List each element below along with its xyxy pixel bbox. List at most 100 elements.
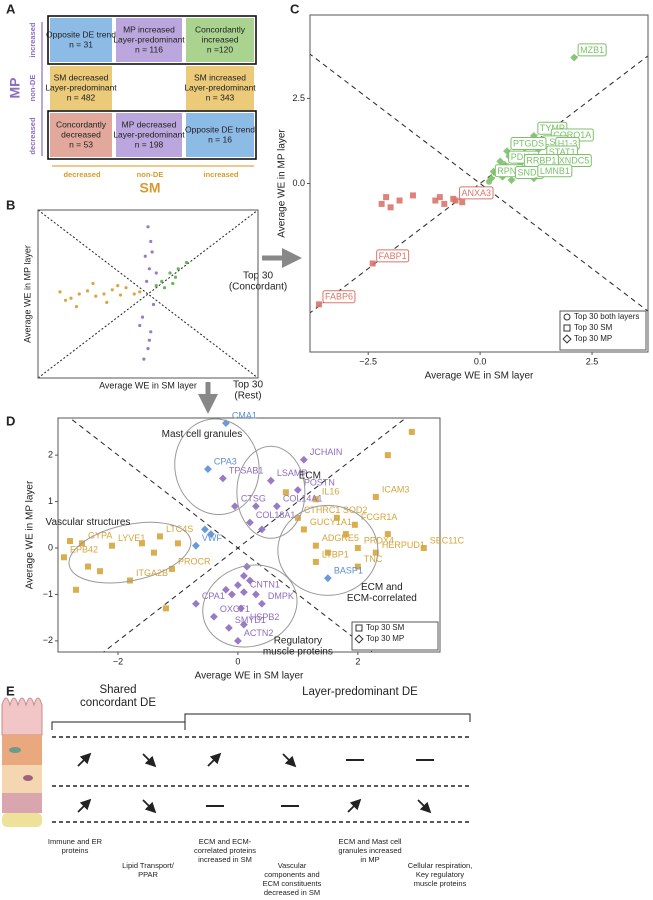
caption: Immune and ER	[48, 837, 103, 846]
y-axis-title: Average WE in MP layer	[22, 245, 32, 343]
legend-marker	[354, 634, 364, 644]
annotation: muscle proteins	[263, 646, 333, 657]
point-label: GYPA	[88, 531, 112, 541]
legend-box	[351, 621, 439, 651]
cell-text: increased	[202, 34, 239, 44]
cell-text: Layer-predominant	[184, 82, 256, 92]
point-label: ACTN2	[244, 628, 274, 638]
point	[312, 558, 319, 565]
section-header: Shared	[99, 684, 136, 696]
cell-text: n = 16	[208, 134, 232, 144]
point-label: ADGRE5	[322, 533, 359, 543]
caption: Key regulatory	[416, 870, 465, 879]
point	[149, 239, 153, 244]
point	[66, 538, 73, 545]
leader	[506, 149, 512, 152]
caption: PPAR	[138, 870, 158, 879]
point-label: MZB1	[580, 45, 604, 55]
section-header: Layer-predominant DE	[302, 686, 418, 698]
y-tick-label: 1	[48, 496, 53, 506]
point	[210, 612, 218, 621]
point	[240, 588, 248, 597]
plot-frame	[37, 209, 259, 379]
panel-label: B	[6, 197, 15, 212]
caption: granules increased	[338, 846, 401, 855]
point	[245, 576, 254, 585]
point-label: PROCR	[178, 556, 211, 566]
cell-text: Concordantly	[195, 24, 246, 34]
point-label: JCHAIN	[310, 447, 343, 457]
caption: Cellular respiration,	[408, 861, 473, 870]
point	[372, 493, 379, 500]
trend-arrow	[77, 752, 92, 767]
point	[91, 281, 95, 286]
point	[441, 200, 448, 207]
cell-text: MP decreased	[122, 119, 177, 129]
point-label: SEC11C	[430, 535, 465, 545]
point	[354, 545, 361, 551]
point	[257, 599, 266, 608]
point	[272, 502, 281, 511]
point-label: ITGA2B	[136, 568, 168, 578]
trend-arrow	[142, 799, 157, 814]
point	[243, 562, 251, 571]
point	[138, 290, 142, 294]
point-label: LMNB1	[540, 166, 570, 176]
panel-label: E	[6, 683, 15, 698]
point	[312, 542, 319, 549]
point-label: COL14A1	[283, 494, 323, 504]
point	[184, 260, 189, 265]
y-tick-label: 0.0	[292, 178, 305, 188]
point	[251, 502, 260, 511]
point-label: PDIA6	[511, 152, 537, 162]
point	[94, 294, 98, 298]
point-label: CTHRC1	[304, 505, 341, 515]
point	[140, 315, 145, 319]
point	[294, 514, 301, 521]
flow-label: (Rest)	[234, 391, 261, 402]
point	[201, 525, 209, 534]
point-label: LYVE1	[118, 533, 145, 543]
point	[312, 496, 319, 503]
point	[237, 604, 245, 613]
legend-marker	[563, 313, 571, 321]
point	[171, 281, 175, 286]
cell-text: Opposite DE trend	[46, 29, 116, 39]
diagonal	[310, 53, 648, 312]
axis-label: increased	[28, 22, 37, 57]
grid-cell	[186, 66, 254, 110]
legend-label: Top 30 MP	[574, 334, 612, 343]
point	[142, 357, 146, 361]
point	[146, 225, 150, 229]
grid-cell	[186, 113, 254, 157]
leader	[533, 133, 538, 137]
point-label: TXNDC5	[553, 156, 589, 166]
grid-cell	[50, 18, 112, 62]
point	[192, 599, 200, 608]
point	[323, 574, 332, 583]
panel-label: A	[6, 1, 16, 16]
point	[432, 197, 439, 204]
point-label: DMPK	[268, 591, 294, 601]
point-label: CPA3	[214, 456, 237, 466]
point	[108, 542, 115, 549]
label-box	[577, 43, 607, 57]
point-label: FABP6	[325, 292, 353, 302]
point	[486, 178, 493, 185]
plot-frame	[309, 14, 649, 353]
point-label: EPB42	[70, 545, 98, 555]
section-header: concordant DE	[80, 697, 156, 709]
point	[132, 292, 136, 296]
point	[58, 290, 62, 294]
axis-label: increased	[203, 170, 238, 179]
cell-text: MP increased	[123, 24, 175, 34]
point	[234, 581, 242, 590]
point	[231, 502, 239, 511]
tissue-illustration	[1, 697, 43, 827]
leader	[455, 198, 460, 201]
point-label: TPSAB1	[229, 466, 264, 476]
x-tick-label: 0.0	[474, 356, 487, 366]
label-box	[322, 290, 356, 304]
point	[266, 476, 275, 485]
point	[354, 563, 361, 570]
